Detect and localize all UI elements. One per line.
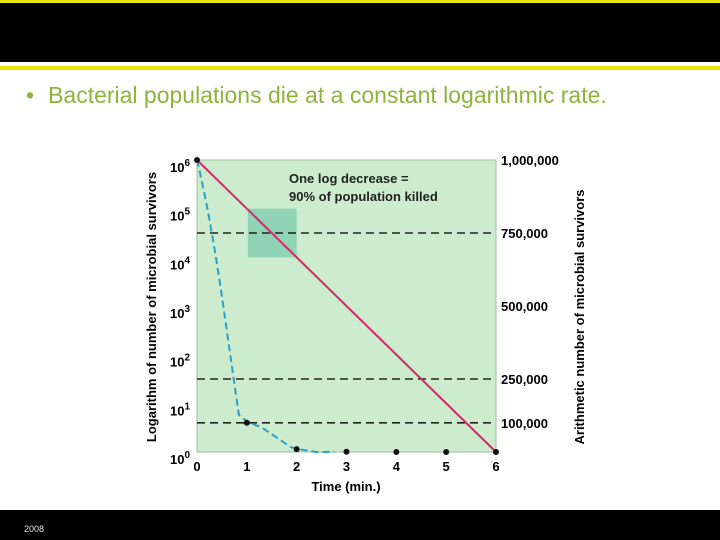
y-log-tick-label: 102 bbox=[170, 353, 190, 370]
data-point-t6 bbox=[493, 448, 499, 455]
bullet-icon: • bbox=[26, 82, 35, 108]
y-axis-title-left: Logarithm of number of microbial survivo… bbox=[144, 172, 159, 442]
x-tick-label: 1 bbox=[243, 459, 250, 474]
y-axis-title-right: Arithmetic number of microbial survivors bbox=[572, 189, 587, 444]
y-log-tick-label: 106 bbox=[170, 158, 190, 175]
x-tick-label: 4 bbox=[393, 459, 401, 474]
y-log-tick-label: 103 bbox=[170, 304, 190, 321]
y-log-tick-label: 101 bbox=[170, 401, 190, 418]
annotation-line-1: One log decrease = bbox=[289, 171, 409, 186]
data-point-t1 bbox=[243, 419, 250, 426]
top-accent-line bbox=[0, 0, 720, 3]
header-divider bbox=[0, 66, 720, 70]
y-right-tick-label: 500,000 bbox=[501, 299, 548, 314]
x-tick-label: 6 bbox=[492, 459, 499, 474]
y-log-tick-label: 100 bbox=[170, 450, 190, 467]
headline-text: Bacterial populations die at a constant … bbox=[48, 82, 607, 108]
data-point-t4 bbox=[393, 448, 400, 455]
x-axis-title: Time (min.) bbox=[311, 479, 380, 494]
y-right-tick-label: 250,000 bbox=[501, 372, 548, 387]
footer-bar bbox=[0, 510, 720, 540]
y-log-tick-label: 104 bbox=[170, 255, 190, 272]
title-bar bbox=[0, 0, 720, 62]
y-right-tick-label: 1,000,000 bbox=[501, 153, 559, 168]
y-right-tick-label: 100,000 bbox=[501, 416, 548, 431]
data-point-t2 bbox=[293, 446, 300, 453]
data-point-t0 bbox=[194, 157, 200, 163]
y-right-tick-label: 750,000 bbox=[501, 226, 548, 241]
x-tick-label: 0 bbox=[193, 459, 200, 474]
x-tick-label: 3 bbox=[343, 459, 350, 474]
arithmetic-survivors-curve bbox=[196, 159, 335, 454]
data-point-t3 bbox=[343, 448, 350, 455]
footer-year: 2008 bbox=[24, 524, 45, 534]
log-survivors-line bbox=[196, 159, 497, 453]
x-tick-label: 5 bbox=[443, 459, 450, 474]
y-log-tick-label: 105 bbox=[170, 207, 190, 224]
x-tick-label: 2 bbox=[293, 459, 300, 474]
data-point-t5 bbox=[443, 448, 450, 455]
annotation-line-2: 90% of population killed bbox=[289, 189, 438, 204]
headline-bullet: • Bacterial populations die at a constant… bbox=[26, 82, 607, 109]
